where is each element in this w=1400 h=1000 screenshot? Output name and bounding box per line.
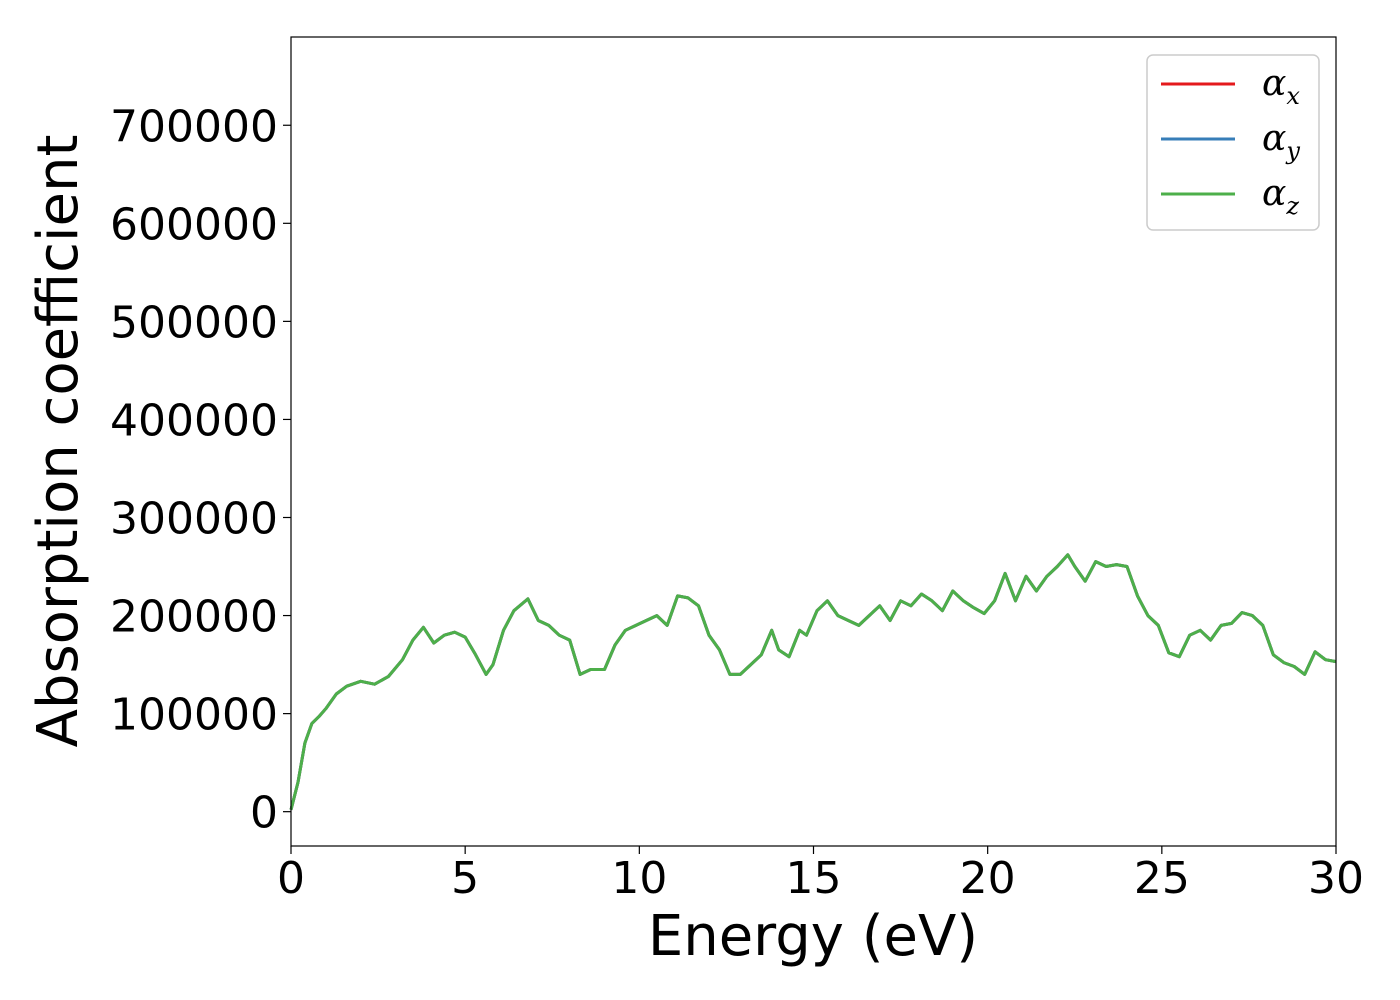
series-line-3 (289, 553, 1337, 811)
series-line-1 (289, 553, 1337, 811)
x-axis-ticks: 0 5 10 15 20 25 30 (277, 846, 1364, 904)
y-tick-label: 0 (250, 788, 278, 839)
y-tick-label: 100000 (110, 690, 278, 741)
x-tick-label: 10 (611, 853, 667, 904)
y-tick-label: 700000 (110, 101, 278, 152)
y-tick-label: 200000 (110, 592, 278, 643)
x-tick-label: 20 (960, 853, 1016, 904)
x-axis-title: Energy (eV) (648, 904, 978, 969)
x-tick-label: 25 (1134, 853, 1190, 904)
series-line-2 (289, 553, 1337, 811)
y-tick-label: 500000 (110, 297, 278, 348)
y-tick-label: 300000 (110, 493, 278, 544)
x-tick-label: 30 (1308, 853, 1364, 904)
y-axis-title: Absorption coefficient (26, 135, 91, 748)
x-tick-label: 0 (277, 853, 305, 904)
legend: αx αy αz (1146, 54, 1320, 231)
y-tick-label: 400000 (110, 395, 278, 446)
y-axis-ticks: 0 100000 200000 300000 400000 500000 600000 700… (110, 101, 291, 839)
legend-label-1: αx (1262, 63, 1300, 110)
legend-label-3: αz (1262, 173, 1299, 220)
x-tick-label: 5 (451, 853, 479, 904)
legend-label-2: αy (1262, 118, 1300, 165)
x-tick-label: 15 (786, 853, 842, 904)
y-tick-label: 600000 (110, 199, 278, 250)
series-layer (289, 553, 1337, 811)
legend-box (1146, 54, 1320, 231)
